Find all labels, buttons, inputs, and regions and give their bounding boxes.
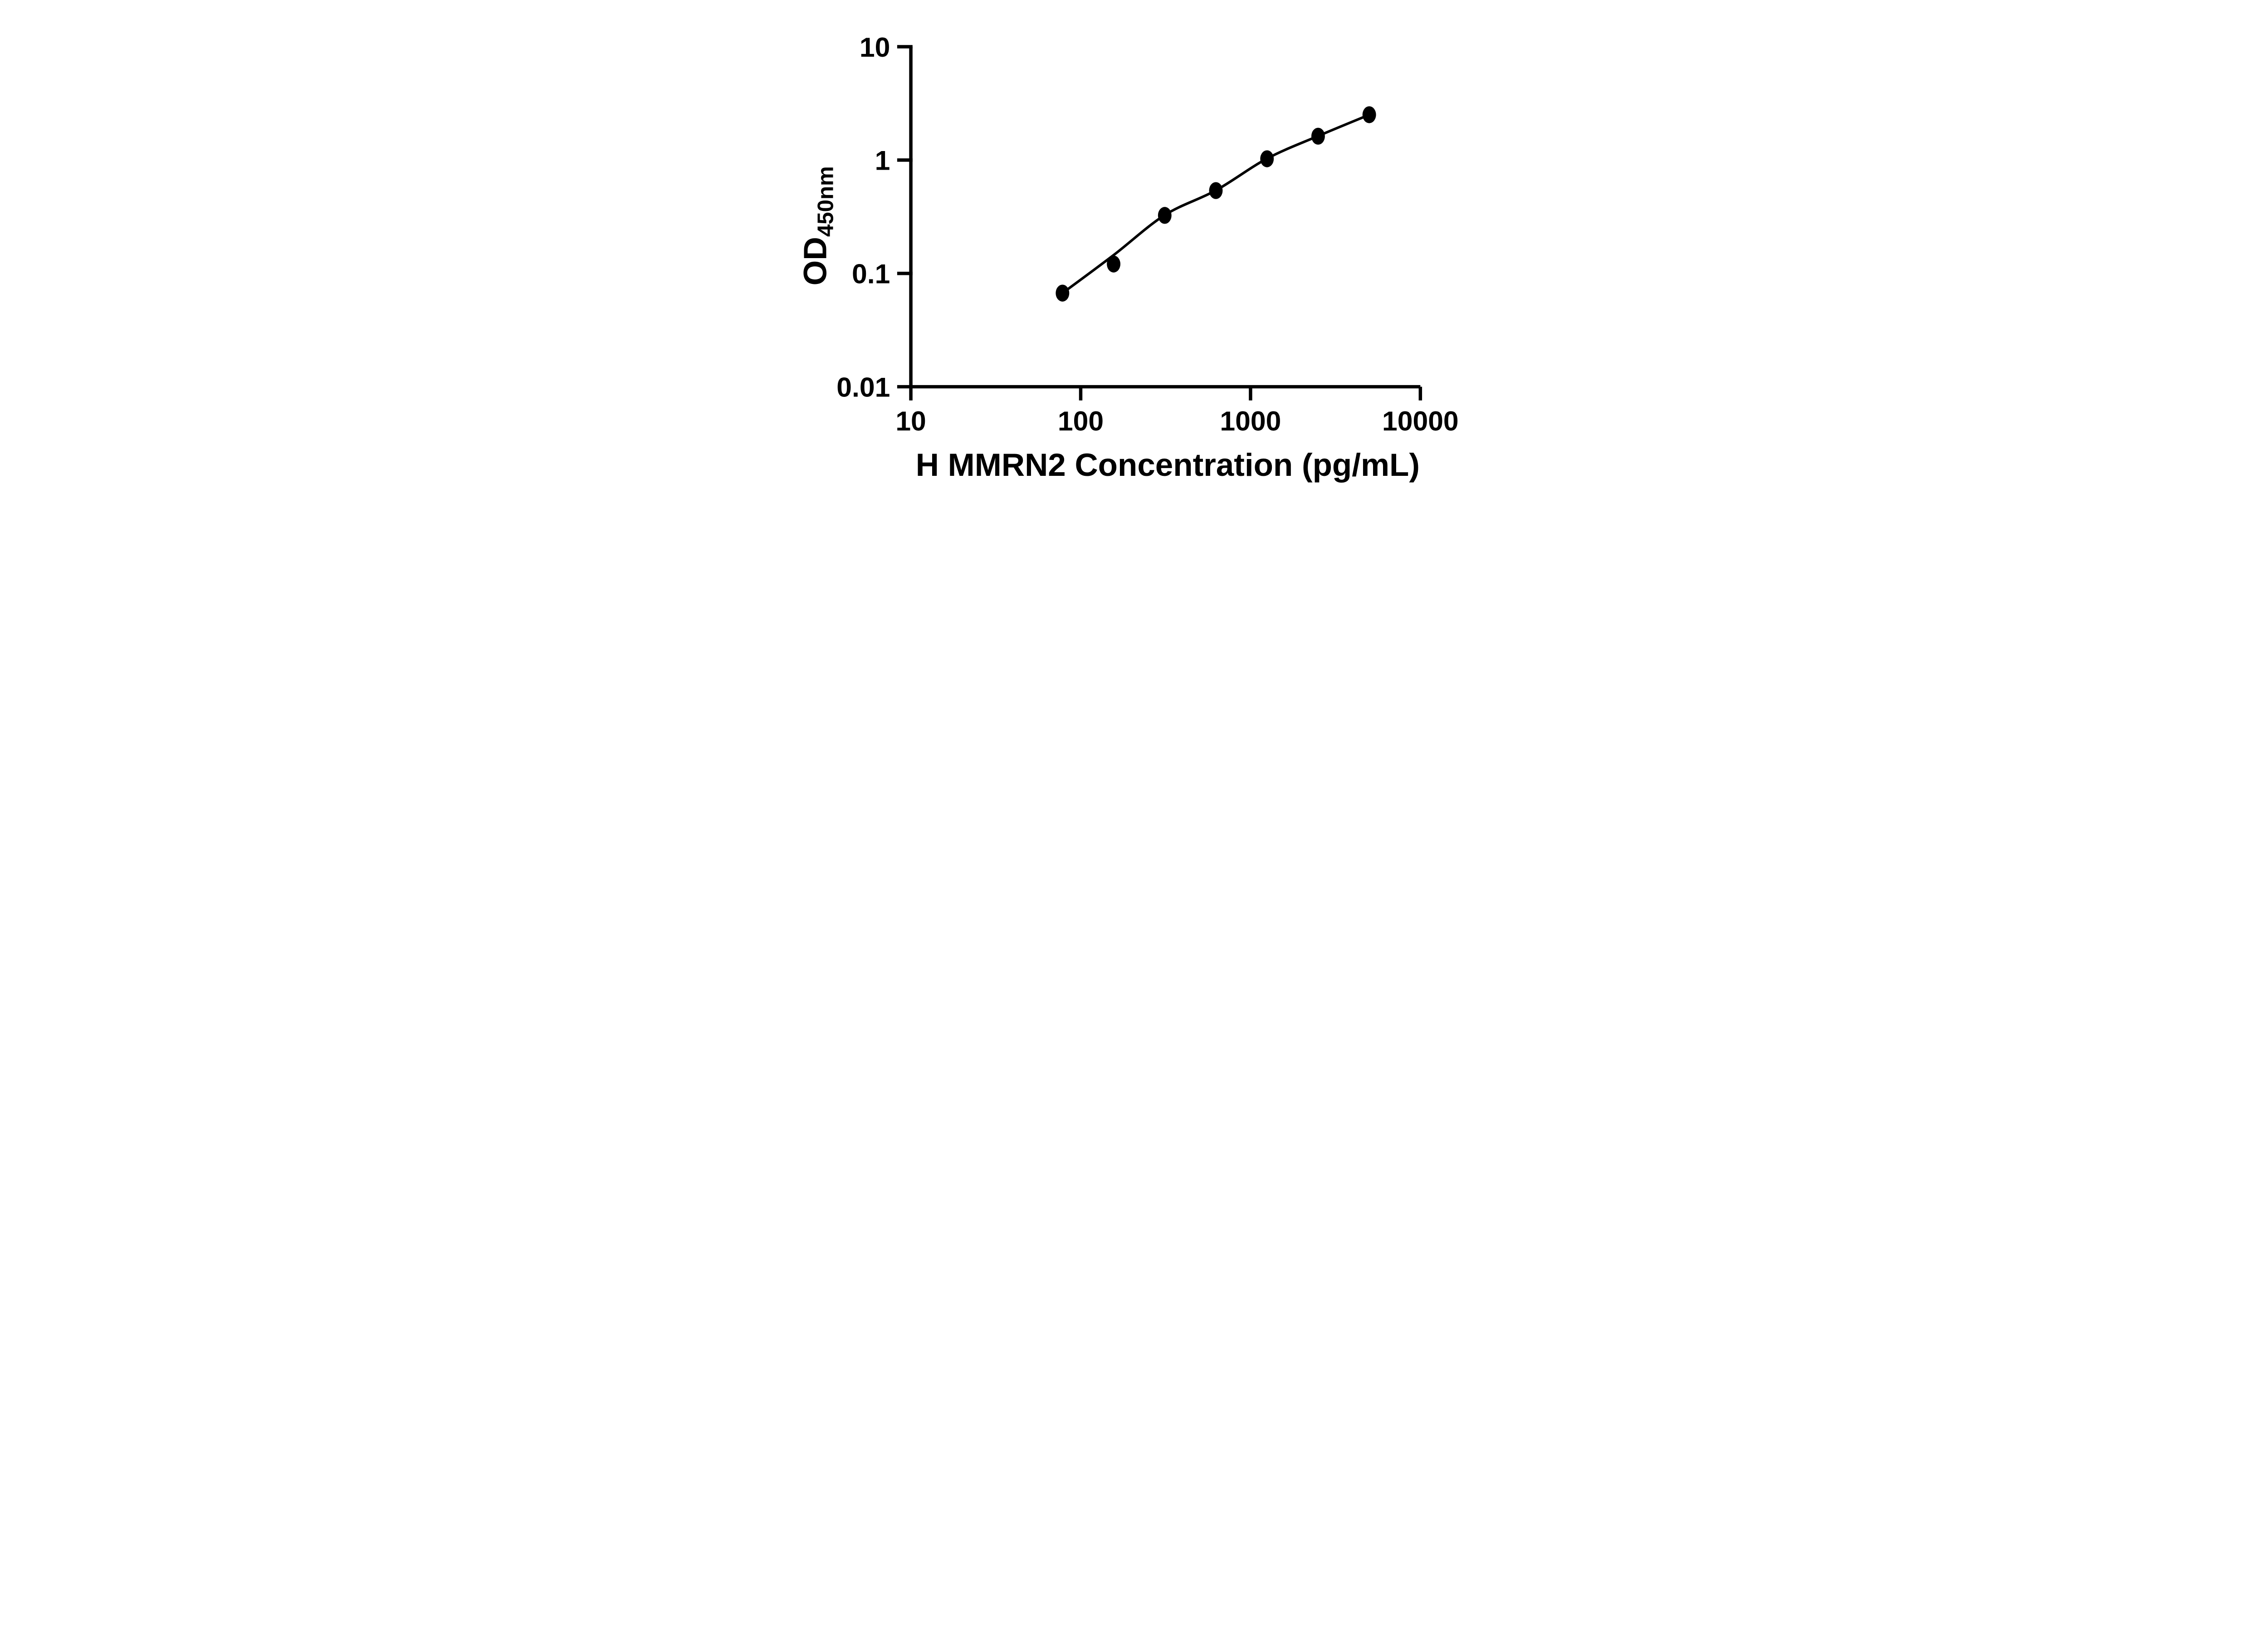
- x-tick-label: 1000: [1220, 406, 1281, 436]
- data-point: [1158, 207, 1172, 224]
- x-tick-label: 10: [895, 406, 926, 436]
- y-axis-title-main: OD: [797, 237, 833, 285]
- data-point: [1107, 255, 1121, 273]
- data-points: [1056, 106, 1376, 302]
- data-point: [1209, 182, 1223, 199]
- y-axis-title-subscript: 450nm: [813, 166, 838, 237]
- y-tick-label: 10: [860, 32, 890, 63]
- data-point: [1260, 150, 1274, 167]
- y-axis-title: OD450nm: [797, 166, 838, 285]
- data-point: [1311, 127, 1325, 145]
- axis-tick-labels: 0.01 0.1 1 10 10 100 1000 10000: [836, 32, 1458, 436]
- data-point: [1056, 284, 1070, 302]
- chart-canvas: 0.01 0.1 1 10 10 100 1000 10000 H MMRN2 Concent…: [771, 0, 1497, 508]
- y-tick-label: 0.1: [852, 259, 890, 289]
- x-tick-label: 10000: [1382, 406, 1459, 436]
- axis-ticks: [897, 45, 1422, 401]
- y-tick-label: 1: [875, 145, 890, 176]
- elisa-standard-curve-figure: 0.01 0.1 1 10 10 100 1000 10000 H MMRN2 Concent…: [771, 0, 1497, 508]
- x-axis-title: H MMRN2 Concentration (pg/mL): [916, 447, 1420, 483]
- x-tick-label: 100: [1058, 406, 1104, 436]
- data-point: [1362, 106, 1376, 123]
- axes: [909, 46, 1421, 389]
- y-tick-label: 0.01: [836, 372, 890, 402]
